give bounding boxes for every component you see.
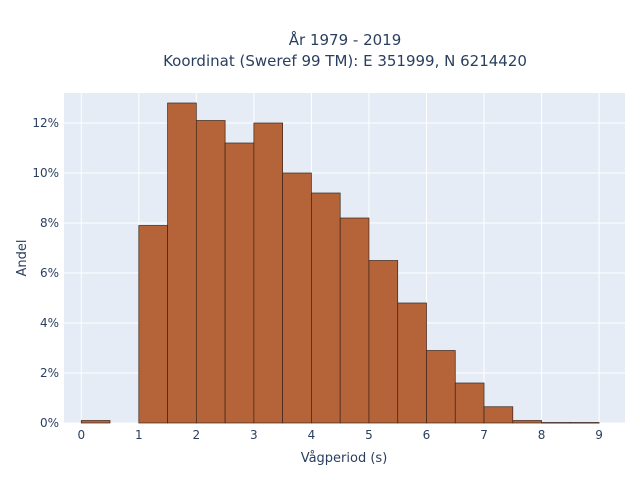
histogram-bar bbox=[80, 420, 111, 424]
x-tick-label: 3 bbox=[250, 428, 258, 442]
y-tick-label: 6% bbox=[40, 266, 59, 280]
y-tick-label: 4% bbox=[40, 316, 59, 330]
y-tick-label: 2% bbox=[40, 366, 59, 380]
histogram-bar bbox=[397, 302, 427, 424]
histogram-bar bbox=[569, 422, 600, 424]
x-tick-label: 9 bbox=[595, 428, 603, 442]
histogram-bar bbox=[483, 406, 514, 424]
histogram-bar bbox=[224, 142, 255, 424]
x-tick-label: 4 bbox=[308, 428, 316, 442]
histogram-bar bbox=[311, 192, 341, 424]
y-tick-label: 12% bbox=[32, 116, 59, 130]
histogram-bar bbox=[195, 120, 226, 424]
x-axis-title: Vågperiod (s) bbox=[301, 451, 388, 466]
x-axis-ticks: 0 1 2 3 4 5 6 7 8 9 bbox=[77, 428, 602, 442]
x-tick-label: 1 bbox=[135, 428, 143, 442]
y-tick-label: 10% bbox=[32, 166, 59, 180]
histogram-bar bbox=[368, 260, 399, 424]
histogram-bar bbox=[339, 217, 370, 424]
y-axis-title: Andel bbox=[15, 240, 30, 277]
x-tick-label: 8 bbox=[538, 428, 546, 442]
histogram-bar bbox=[138, 225, 168, 424]
histogram-bars bbox=[80, 102, 600, 424]
x-tick-label: 0 bbox=[77, 428, 85, 442]
y-tick-label: 8% bbox=[40, 216, 59, 230]
x-tick-label: 7 bbox=[480, 428, 488, 442]
histogram-bar bbox=[512, 420, 542, 424]
histogram-bar bbox=[167, 102, 197, 424]
histogram-bar bbox=[454, 382, 485, 424]
histogram-bar bbox=[253, 122, 283, 424]
x-tick-label: 2 bbox=[193, 428, 201, 442]
histogram-bar bbox=[282, 172, 312, 424]
y-axis-ticks: 0% 2% 4% 6% 8% 10% 12% bbox=[32, 116, 59, 430]
x-tick-label: 5 bbox=[365, 428, 373, 442]
y-tick-label: 0% bbox=[40, 416, 59, 430]
histogram-bar bbox=[541, 422, 571, 424]
histogram-bar bbox=[426, 350, 456, 424]
chart-title-line2: Koordinat (Sweref 99 TM): E 351999, N 62… bbox=[163, 52, 527, 70]
chart-title-line1: År 1979 - 2019 bbox=[289, 30, 402, 49]
x-tick-label: 6 bbox=[423, 428, 431, 442]
